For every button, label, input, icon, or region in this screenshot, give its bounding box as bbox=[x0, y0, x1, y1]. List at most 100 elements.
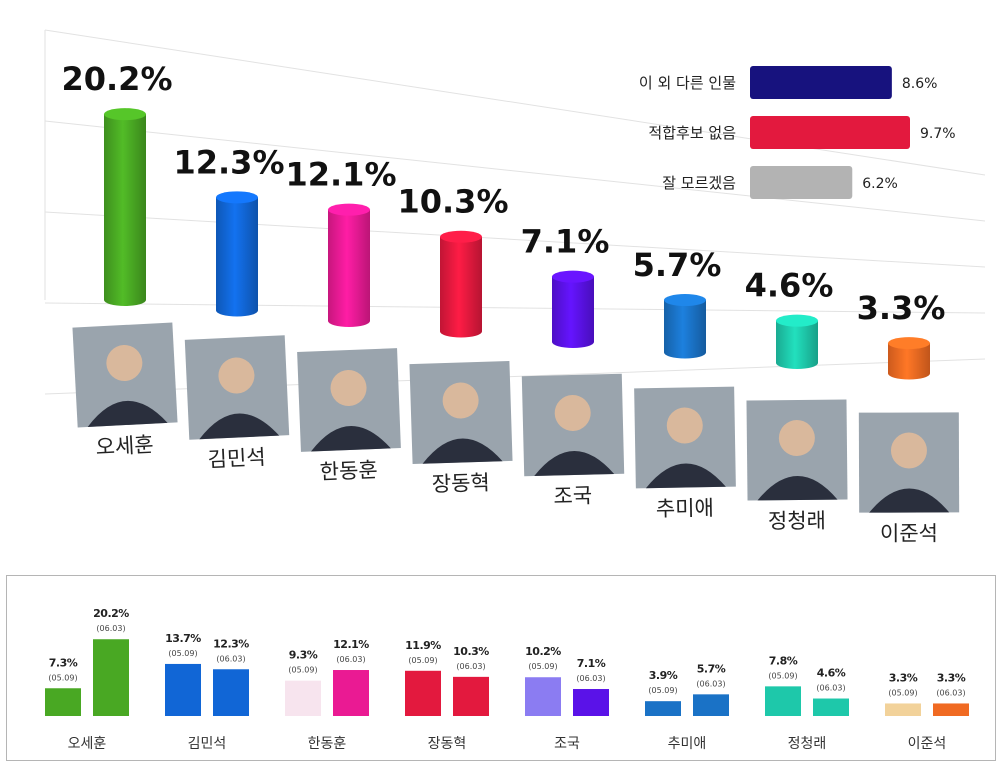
bar bbox=[453, 676, 489, 716]
category-group: 3.9% (05.09) 5.7% (06.03) 추미애 bbox=[645, 662, 729, 752]
bar bbox=[333, 670, 369, 716]
value-label: 9.3% bbox=[289, 649, 318, 662]
photo-suit bbox=[199, 413, 280, 440]
period-label: (06.03) bbox=[96, 624, 125, 633]
candidate-photo bbox=[858, 412, 960, 513]
other-label: 이 외 다른 인물 bbox=[639, 74, 736, 92]
value-label: 10.3% bbox=[453, 645, 489, 658]
grid-line bbox=[44, 120, 986, 222]
value-label: 4.6% bbox=[817, 667, 846, 680]
period-label: (05.09) bbox=[408, 656, 437, 665]
photo-suit bbox=[534, 451, 615, 476]
bar-body bbox=[328, 209, 370, 327]
category-group: 3.3% (05.09) 3.3% (06.03) 이준석 bbox=[885, 671, 969, 752]
bar-4 bbox=[552, 270, 594, 348]
bar-2 bbox=[328, 203, 370, 327]
value-label: 13.7% bbox=[165, 632, 201, 645]
bar bbox=[693, 694, 729, 716]
period-label: (06.03) bbox=[696, 679, 725, 688]
category-label: 한동훈 bbox=[319, 458, 378, 484]
other-value-label: 9.7% bbox=[920, 126, 956, 142]
category-label: 조국 bbox=[553, 484, 592, 509]
bar bbox=[813, 698, 849, 716]
photo-suit bbox=[645, 463, 726, 489]
bar-top bbox=[328, 203, 370, 216]
photo-suit bbox=[310, 426, 391, 452]
category-label: 추미애 bbox=[668, 736, 707, 752]
period-label: (06.03) bbox=[576, 674, 605, 683]
photo-face bbox=[218, 357, 255, 394]
other-label: 적합후보 없음 bbox=[648, 124, 736, 142]
photo-face bbox=[330, 370, 367, 407]
value-label: 4.6% bbox=[745, 267, 834, 305]
value-label: 5.7% bbox=[633, 246, 722, 284]
other-bar bbox=[750, 116, 910, 149]
plot-area: 20.2% 오세훈 12.3% 김민석 12.1% 한동훈 10.3% 장동혁 7.1% 조국 5.… bbox=[44, 29, 986, 546]
candidate-photo bbox=[184, 335, 290, 440]
value-label: 3.3% bbox=[937, 671, 966, 684]
value-label: 10.2% bbox=[525, 645, 561, 658]
photo-face bbox=[890, 432, 927, 469]
period-label: (05.09) bbox=[648, 686, 677, 695]
bar-5 bbox=[664, 294, 706, 359]
other-bar bbox=[750, 166, 853, 199]
grid-line bbox=[44, 29, 986, 176]
category-label: 이준석 bbox=[908, 736, 947, 752]
bar bbox=[93, 639, 129, 716]
bar bbox=[525, 677, 561, 716]
bar-body bbox=[552, 276, 594, 348]
category-group: 13.7% (05.09) 12.3% (06.03) 김민석 bbox=[165, 632, 250, 752]
bar-body bbox=[776, 320, 818, 369]
value-label: 12.1% bbox=[333, 638, 369, 651]
bar-body bbox=[440, 236, 482, 338]
bar-body bbox=[664, 300, 706, 359]
value-label: 12.3% bbox=[213, 637, 249, 650]
value-label: 5.7% bbox=[697, 662, 726, 675]
period-label: (05.09) bbox=[288, 666, 317, 675]
category-label: 장동혁 bbox=[428, 736, 467, 752]
bar-body bbox=[216, 197, 258, 317]
candidate-photo bbox=[521, 373, 625, 477]
category-label: 한동훈 bbox=[308, 736, 347, 752]
other-bar bbox=[750, 66, 892, 99]
value-label: 7.1% bbox=[521, 223, 610, 261]
period-label: (05.09) bbox=[48, 673, 77, 682]
photo-face bbox=[442, 382, 479, 419]
category-label: 오세훈 bbox=[68, 736, 107, 752]
value-label: 11.9% bbox=[405, 639, 441, 652]
category-group: 11.9% (05.09) 10.3% (06.03) 장동혁 bbox=[405, 639, 490, 752]
bar bbox=[285, 680, 321, 716]
category-label: 김민석 bbox=[188, 736, 227, 752]
period-label: (06.03) bbox=[456, 662, 485, 671]
category-label: 장동혁 bbox=[431, 471, 490, 497]
category-group: 9.3% (05.09) 12.1% (06.03) 한동훈 bbox=[285, 638, 370, 752]
bar-top bbox=[552, 270, 594, 283]
value-label: 3.3% bbox=[889, 671, 918, 684]
category-label: 정청래 bbox=[768, 509, 826, 534]
photo-face bbox=[554, 395, 591, 432]
comparison-panel: 7.3% (05.09) 20.2% (06.03) 오세훈 13.7% (05.09) 12… bbox=[6, 575, 996, 761]
photo-face bbox=[106, 345, 143, 382]
candidate-photo bbox=[297, 348, 401, 452]
candidate-photo bbox=[409, 360, 513, 465]
bar bbox=[45, 688, 81, 716]
bar bbox=[213, 669, 249, 716]
category-group: 7.3% (05.09) 20.2% (06.03) 오세훈 bbox=[45, 607, 130, 752]
other-value-label: 8.6% bbox=[902, 76, 938, 92]
category-group: 7.8% (05.09) 4.6% (06.03) 정청래 bbox=[765, 654, 849, 752]
bar-7 bbox=[888, 337, 930, 380]
category-label: 이준석 bbox=[880, 521, 938, 545]
grid-line bbox=[44, 302, 986, 314]
grid-line bbox=[44, 211, 986, 268]
period-label: (06.03) bbox=[216, 654, 245, 663]
bar bbox=[645, 701, 681, 716]
category-label: 오세훈 bbox=[95, 433, 154, 460]
candidate-photo bbox=[746, 399, 848, 501]
bar-3 bbox=[440, 230, 482, 338]
other-value-label: 6.2% bbox=[862, 176, 898, 192]
value-label: 3.9% bbox=[649, 669, 678, 682]
photo-suit bbox=[757, 476, 838, 501]
category-label: 정청래 bbox=[788, 736, 827, 752]
period-label: (05.09) bbox=[888, 688, 917, 697]
bar bbox=[885, 703, 921, 716]
